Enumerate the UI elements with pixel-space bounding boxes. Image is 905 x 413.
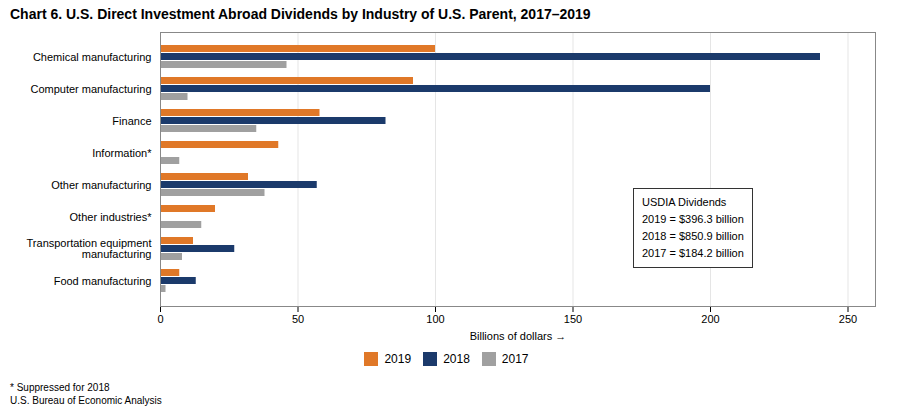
svg-text:200: 200 (701, 313, 719, 325)
svg-text:250: 250 (839, 313, 857, 325)
html-text:USDIA Dividends: USDIA Dividends (642, 196, 727, 208)
svg-text:Chemical manufacturing: Chemical manufacturing (33, 51, 152, 63)
svg-text:100: 100 (426, 313, 444, 325)
svg-text:Computer manufacturing: Computer manufacturing (30, 83, 151, 95)
html-text:Chart 6. U.S. Direct Investmen: Chart 6. U.S. Direct Investment Abroad D… (10, 6, 591, 22)
svg-text:Information*: Information* (92, 147, 152, 159)
svg-text:Billions of dollars →: Billions of dollars → (470, 330, 567, 342)
html-text:2017 = $184.2 billion: 2017 = $184.2 billion (642, 247, 744, 260)
html-text:2018: 2018 (443, 351, 470, 366)
svg-text:Transportation equipmentmanufa: Transportation equipmentmanufacturing (27, 237, 152, 260)
html-text:U.S. Bureau of Economic Analys: U.S. Bureau of Economic Analysis (10, 395, 162, 406)
html-text:2017: 2017 (501, 351, 529, 366)
html-text:2018 = $850.9 billion: 2018 = $850.9 billion (642, 230, 744, 243)
svg-text:Other manufacturing: Other manufacturing (51, 179, 151, 191)
html-text:2019: 2019 (384, 351, 412, 366)
html-text:* Suppressed for 2018: * Suppressed for 2018 (10, 382, 110, 393)
svg-text:150: 150 (564, 313, 582, 325)
html-text:2019 = $396.3 billion: 2019 = $396.3 billion (642, 213, 744, 225)
svg-text:Other industries*: Other industries* (70, 211, 153, 223)
svg-text:Finance: Finance (112, 115, 151, 127)
svg-text:50: 50 (292, 313, 304, 325)
svg-text:Food manufacturing: Food manufacturing (54, 275, 152, 287)
svg-text:0: 0 (157, 313, 163, 325)
